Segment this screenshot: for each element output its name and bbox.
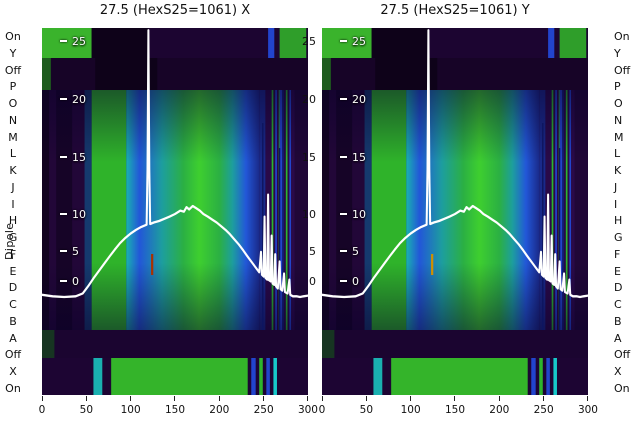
row-label: K: [614, 164, 622, 177]
x-tick-label: 150: [443, 396, 467, 417]
heatmap-y: [322, 28, 588, 395]
row-label: Off: [614, 348, 631, 362]
row-label: D: [614, 281, 623, 295]
y-tick-label: 5: [309, 245, 316, 258]
x-ticks-x-panel: 0 50 100 150 200 250 300: [30, 396, 320, 417]
row-label: G: [614, 231, 623, 244]
x-tick-label: 200: [487, 396, 511, 417]
row-label: Y: [9, 46, 17, 60]
plot-panel-y: 25 20 15 10 5 0: [322, 28, 588, 395]
row-label: A: [614, 331, 622, 345]
row-label: N: [614, 113, 623, 127]
row-label: P: [614, 80, 621, 94]
x-tick-label: 100: [119, 396, 143, 417]
row-label: J: [11, 180, 15, 194]
row-label: I: [11, 197, 15, 211]
y-tick-label: 25: [302, 35, 316, 48]
row-label: C: [9, 298, 17, 311]
row-label: P: [9, 80, 17, 94]
row-label: X: [614, 365, 622, 378]
row-label: E: [614, 264, 621, 278]
row-label: On: [614, 30, 630, 43]
row-label: Off: [4, 63, 22, 77]
row-label: B: [614, 314, 622, 328]
y-tick-label: 15: [302, 151, 316, 164]
row-labels-right: On Y Off P O N M L K J I H G F E D C B A Off X On: [612, 31, 640, 394]
x-tick-label: 250: [532, 396, 556, 417]
row-label: M: [8, 130, 18, 144]
panel-title-y: 27.5 (HexS25=1061) Y: [380, 3, 530, 18]
x-tick-label: 250: [252, 396, 276, 417]
row-label: Off: [614, 63, 631, 77]
x-tick-label: 300: [296, 396, 320, 417]
row-label: E: [9, 264, 17, 278]
row-label: On: [5, 30, 21, 43]
x-tick-label: 0: [310, 396, 334, 417]
row-label: Off: [4, 348, 22, 362]
x-ticks-y-panel: 0 50 100 150 200 250 300: [310, 396, 600, 417]
row-label: O: [614, 97, 623, 110]
x-tick-label: 50: [354, 396, 378, 417]
row-label: G: [8, 231, 18, 244]
row-labels-left: On Y Off P O N M L K J I H G F E D C B A Off X On: [0, 31, 26, 394]
x-tick-label: 200: [207, 396, 231, 417]
row-label: M: [614, 130, 624, 144]
row-label: Y: [614, 46, 621, 60]
row-label: H: [614, 214, 623, 228]
y-tick-label: 10: [302, 208, 316, 221]
x-tick-label: 0: [30, 396, 54, 417]
row-label: On: [614, 381, 630, 395]
row-label: X: [9, 365, 17, 378]
y-tick-label: 0: [309, 275, 316, 288]
y-ticks-middle: 25 20 15 10 5 0: [292, 28, 318, 395]
heatmap-x: [42, 28, 308, 395]
row-label: C: [614, 298, 622, 311]
row-label: H: [8, 214, 18, 228]
row-label: I: [614, 197, 618, 211]
x-tick-label: 50: [74, 396, 98, 417]
x-tick-label: 300: [576, 396, 600, 417]
row-label: D: [8, 281, 18, 295]
plot-panel-x: 25 20 15 10 5 0: [42, 28, 308, 395]
panel-title-x: 27.5 (HexS25=1061) X: [99, 3, 251, 18]
row-label: N: [8, 113, 18, 127]
x-tick-label: 100: [399, 396, 423, 417]
y-tick-label: 20: [302, 93, 316, 106]
row-label: F: [614, 247, 621, 261]
row-label: L: [614, 147, 621, 161]
row-label: L: [9, 147, 17, 161]
row-label: B: [9, 314, 17, 328]
row-label: On: [5, 381, 21, 395]
row-label: K: [9, 164, 17, 177]
row-label: A: [9, 331, 17, 345]
row-label: F: [9, 247, 17, 261]
row-label: O: [8, 97, 18, 110]
row-label: J: [614, 180, 618, 194]
x-tick-label: 150: [163, 396, 187, 417]
